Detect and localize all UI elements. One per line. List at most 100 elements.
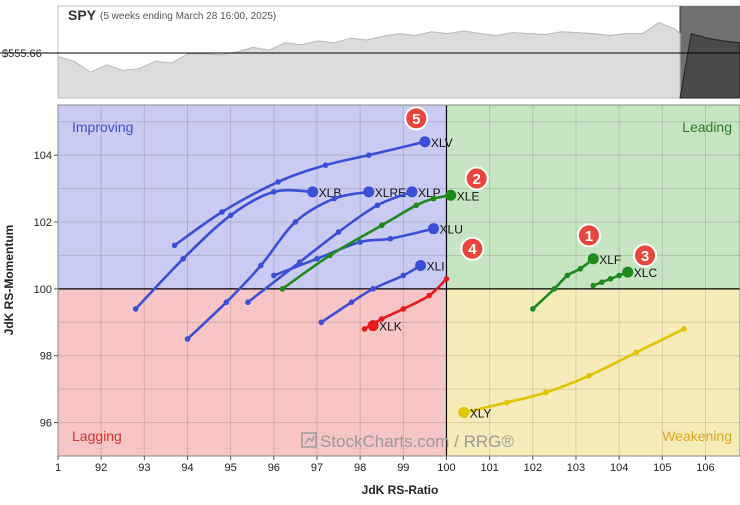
series-point-xlv bbox=[171, 242, 178, 249]
x-tick-label: 105 bbox=[653, 462, 671, 474]
series-label-xle: XLE bbox=[457, 189, 480, 203]
series-point-xle bbox=[378, 222, 385, 229]
series-xlp[interactable]: XLP bbox=[245, 186, 441, 306]
series-point-xlk bbox=[426, 292, 433, 299]
quadrant-label-weakening: Weakening bbox=[662, 428, 732, 444]
series-xlk[interactable]: XLK bbox=[361, 276, 450, 334]
quadrant-improving bbox=[58, 105, 447, 289]
series-point-xlb bbox=[271, 189, 277, 195]
series-xlre[interactable]: XLRE bbox=[184, 186, 406, 342]
x-tick-label: 1 bbox=[55, 462, 61, 474]
series-point-xlf bbox=[530, 306, 536, 312]
x-axis-label: JdK RS-Ratio bbox=[362, 483, 439, 497]
series-point-xle bbox=[430, 195, 437, 202]
series-point-xlk bbox=[400, 306, 407, 312]
annotation-marker-5: 5 bbox=[404, 106, 429, 131]
annotation-circle bbox=[576, 223, 601, 248]
series-xly[interactable]: XLY bbox=[458, 326, 687, 421]
series-point-xlp bbox=[245, 299, 251, 306]
series-label-xlu: XLU bbox=[440, 223, 463, 237]
x-tick-label: 98 bbox=[354, 462, 366, 474]
x-tick-label: 97 bbox=[311, 462, 323, 474]
y-tick-label: 100 bbox=[34, 284, 52, 296]
series-tail-xlre bbox=[186, 190, 371, 341]
x-tick-label: 102 bbox=[524, 462, 542, 474]
annotation-marker-3: 3 bbox=[633, 243, 658, 268]
series-point-xli bbox=[318, 319, 325, 326]
series-point-xli bbox=[370, 286, 376, 292]
series-label-xlk: XLK bbox=[379, 320, 402, 334]
series-point-xle bbox=[413, 202, 420, 209]
series-point-xlf bbox=[564, 272, 571, 279]
annotation-marker-2: 2 bbox=[464, 166, 489, 191]
x-tick-label: 96 bbox=[268, 462, 280, 474]
y-tick-label: 98 bbox=[40, 351, 52, 363]
x-tick-label: 93 bbox=[138, 462, 150, 474]
plot-frame bbox=[57, 104, 740, 457]
series-head-xli[interactable] bbox=[415, 259, 427, 271]
x-tick-label: 103 bbox=[567, 462, 585, 474]
series-head-xlk[interactable] bbox=[367, 320, 379, 332]
annotation-circle bbox=[460, 236, 485, 261]
series-point-xlf bbox=[551, 286, 558, 292]
x-tick-label: 100 bbox=[437, 462, 455, 474]
annotation-number: 2 bbox=[473, 171, 481, 188]
series-head-xlb[interactable] bbox=[307, 186, 319, 198]
series-point-xlu bbox=[387, 235, 394, 242]
series-head-xle[interactable] bbox=[445, 189, 457, 201]
annotation-marker-4: 4 bbox=[460, 236, 485, 261]
annotation-number: 3 bbox=[641, 248, 649, 265]
series-point-xlk bbox=[443, 276, 450, 282]
series-point-xlc bbox=[607, 276, 614, 282]
series-point-xlk bbox=[378, 316, 385, 322]
x-tick-label: 106 bbox=[696, 462, 714, 474]
series-xli[interactable]: XLI bbox=[318, 259, 445, 326]
series-label-xlf: XLF bbox=[599, 253, 621, 267]
series-point-xlc bbox=[590, 282, 597, 289]
series-head-xlf[interactable] bbox=[587, 253, 599, 265]
series-head-xlp[interactable] bbox=[406, 186, 418, 198]
quadrant-label-improving: Improving bbox=[72, 119, 133, 135]
x-tick-label: 99 bbox=[397, 462, 409, 474]
x-tick-label: 94 bbox=[181, 462, 193, 474]
series-point-xlv bbox=[219, 209, 225, 215]
annotations-group: 5 2 4 1 3 bbox=[404, 106, 658, 268]
series-xlf[interactable]: XLF bbox=[530, 253, 621, 312]
series-point-xli bbox=[348, 299, 355, 306]
series-point-xlk bbox=[361, 326, 368, 332]
series-label-xli: XLI bbox=[427, 259, 445, 273]
stockcharts-logo-mark bbox=[304, 435, 315, 445]
series-point-xlv bbox=[365, 152, 372, 158]
annotation-marker-1: 1 bbox=[576, 223, 601, 248]
x-tick-label: 101 bbox=[480, 462, 498, 474]
series-point-xlc bbox=[599, 279, 605, 285]
series-tail-xlv bbox=[173, 140, 427, 247]
series-point-xlp bbox=[374, 202, 381, 209]
series-xlb[interactable]: XLB bbox=[132, 186, 341, 312]
series-point-xlre bbox=[292, 219, 299, 225]
series-xlc[interactable]: XLC bbox=[590, 266, 657, 289]
series-label-xly: XLY bbox=[470, 407, 492, 421]
series-point-xly bbox=[633, 349, 640, 356]
series-point-xlu bbox=[357, 239, 363, 245]
series-point-xlre bbox=[258, 262, 264, 269]
series-head-xly[interactable] bbox=[458, 407, 470, 419]
x-tick-label: 104 bbox=[610, 462, 628, 474]
series-head-xlv[interactable] bbox=[419, 136, 431, 148]
axis-ticks: 1 92 93 94 95 96 97 98 99 100 101 102 103 104 105 106 96… bbox=[34, 150, 715, 474]
series-xlu[interactable]: XLU bbox=[271, 223, 463, 279]
series-head-xlc[interactable] bbox=[622, 266, 634, 278]
series-point-xlv bbox=[322, 162, 329, 168]
series-xle[interactable]: XLE bbox=[279, 189, 480, 292]
series-xlv[interactable]: XLV bbox=[171, 136, 453, 249]
series-point-xle bbox=[327, 252, 333, 259]
series-point-xlf bbox=[577, 266, 584, 272]
series-tail-xly bbox=[462, 327, 686, 414]
series-head-xlu[interactable] bbox=[428, 223, 440, 235]
series-point-xli bbox=[400, 272, 407, 279]
spy-price-panel: SPY (5 weeks ending March 28 16:00, 2025… bbox=[0, 5, 740, 99]
series-head-xlre[interactable] bbox=[363, 186, 375, 198]
series-point-xlre bbox=[331, 195, 338, 202]
